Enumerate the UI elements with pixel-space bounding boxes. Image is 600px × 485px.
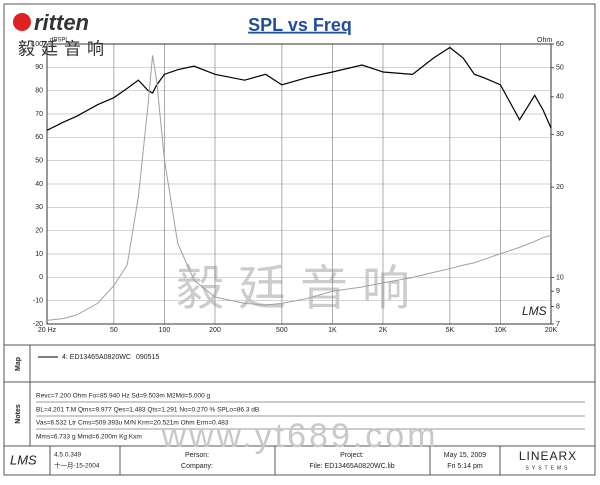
x-tick-label: 5K: [446, 327, 455, 334]
x-tick-label: 20K: [545, 327, 558, 334]
project: Project:: [340, 452, 364, 459]
y2-tick-label: 20: [556, 184, 564, 191]
time: Fri 5:14 pm: [447, 463, 483, 470]
logo: ritten: [34, 10, 89, 35]
y-tick-label: 30: [35, 204, 43, 211]
y-tick-label: 40: [35, 181, 43, 188]
date: May 15, 2009: [444, 452, 487, 459]
legend-date: 090515: [136, 354, 159, 361]
series-line: [46, 55, 552, 321]
x-tick-label: 500: [276, 327, 288, 334]
footer-logo: LMS: [10, 452, 37, 467]
note-line: Revc=7.200 Ohm Fo=85.940 Hz Sd=9.503m M2…: [36, 393, 211, 400]
plot-area: [46, 43, 552, 325]
note-line: Mms=6.733 g Mmd=6.200m Kg Kxm: [36, 434, 142, 441]
notes-label: Notes: [15, 404, 22, 424]
y-tick-label: 90: [35, 64, 43, 71]
x-tick-label: 200: [209, 327, 221, 334]
y-tick-label: 70: [35, 111, 43, 118]
note-line: BL=4.201 T.M Qms=9.977 Qes=1.483 Qts=1.2…: [36, 407, 259, 414]
brand-sub: SYSTEMS: [526, 465, 571, 471]
watermark: 毅廷音响: [176, 263, 424, 316]
person: Person:: [185, 452, 209, 459]
x-tick-label: 1K: [328, 327, 337, 334]
y2-tick-label: 10: [556, 274, 564, 281]
inner-logo: LMS: [522, 304, 547, 318]
y-tick-label: -20: [33, 321, 43, 328]
version: 4.5.0.349: [54, 452, 81, 459]
file: File: ED13465A0820WC.lib: [309, 463, 394, 470]
x-tick-label: 100: [159, 327, 171, 334]
company: Company:: [181, 463, 213, 470]
y2-tick-label: 60: [556, 41, 564, 48]
y-tick-label: 50: [35, 158, 43, 165]
map-label: Map: [15, 357, 22, 371]
y2-tick-label: 8: [556, 303, 560, 310]
build-date: 十一月-15-2004: [54, 461, 100, 470]
y-axis-label: dBSPL: [50, 38, 69, 44]
y2-tick-label: 9: [556, 288, 560, 295]
x-tick-label: 20 Hz: [38, 327, 57, 334]
y2-tick-label: 7: [556, 321, 560, 328]
y-tick-label: -10: [33, 298, 43, 305]
chart-title: SPL vs Freq: [248, 15, 352, 35]
y2-tick-label: 30: [556, 131, 564, 138]
y-tick-label: 80: [35, 88, 43, 95]
y-tick-label: 100: [31, 41, 43, 48]
note-line: Vas=6.532 Ltr Cms=509.393u M/N Krm=20.52…: [36, 420, 229, 427]
y-tick-label: 20: [35, 228, 43, 235]
y-tick-label: 0: [39, 274, 43, 281]
x-tick-label: 50: [110, 327, 118, 334]
y2-tick-label: 50: [556, 65, 564, 72]
y2-tick-label: 40: [556, 94, 564, 101]
y-tick-label: 60: [35, 134, 43, 141]
logo-mark: [13, 13, 31, 31]
x-tick-label: 10K: [494, 327, 507, 334]
y2-axis-label: Ohm: [537, 37, 552, 44]
footer: LMS 4.5.0.349 十一月-15-2004 Person: Compan…: [10, 446, 577, 475]
notes: Revc=7.200 Ohm Fo=85.940 Hz Sd=9.503m M2…: [36, 393, 585, 441]
y-tick-label: 10: [35, 251, 43, 258]
brand: LINEARX: [519, 449, 577, 463]
x-tick-label: 2K: [379, 327, 388, 334]
frame: [3, 3, 596, 476]
legend-entry: 4: ED13465A0820WC: [62, 354, 131, 361]
watermark-url: www.yt689.com: [160, 417, 438, 455]
series-line: [46, 46, 552, 131]
